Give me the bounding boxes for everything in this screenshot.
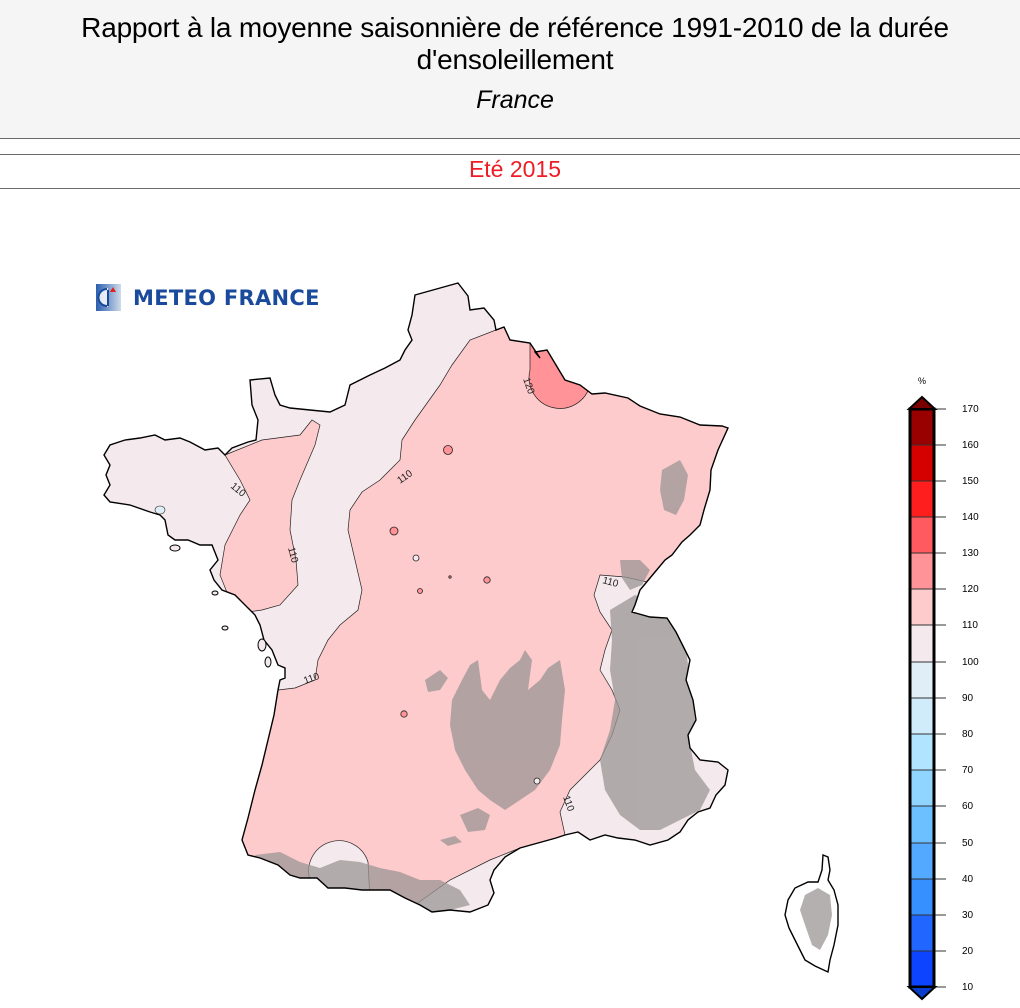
title-header [0, 0, 1020, 138]
divider [0, 188, 1020, 189]
map-title-line2: d'ensoleillement [416, 44, 614, 75]
legend-colorbar [906, 395, 946, 1001]
legend-tick: 30 [962, 910, 974, 921]
legend-tick: 120 [962, 584, 979, 595]
legend-tick: 140 [962, 512, 979, 523]
legend-tick: 110 [962, 620, 978, 631]
meteo-france-logo: METEO FRANCE [96, 284, 320, 311]
legend-tick: 50 [962, 838, 974, 849]
legend-tick: 10 [962, 982, 974, 993]
svg-text:110: 110 [560, 794, 576, 813]
legend-tick: 40 [962, 874, 974, 885]
divider [0, 138, 1020, 139]
legend-tick: 150 [962, 476, 979, 487]
svg-text:110: 110 [302, 671, 321, 687]
legend-tick: 170 [962, 404, 979, 415]
svg-text:110: 110 [285, 546, 300, 565]
legend-tick: 80 [962, 729, 974, 740]
logo-text: METEO FRANCE [133, 285, 320, 310]
legend-tick: 60 [962, 801, 974, 812]
legend-tick: 90 [962, 693, 974, 704]
period-label: Eté 2015 [468, 156, 562, 182]
legend-tick: 100 [962, 657, 979, 668]
svg-text:110: 110 [601, 575, 620, 590]
legend-tick: 20 [962, 946, 974, 957]
legend-tick: 130 [962, 548, 979, 559]
legend-tick: 160 [962, 440, 979, 451]
meteo-france-logo-icon [96, 284, 121, 311]
map-title-line1: Rapport à la moyenne saisonnière de réfé… [81, 12, 949, 43]
divider [0, 154, 1020, 155]
legend-tick: 70 [962, 765, 974, 776]
region-subtitle: France [476, 86, 554, 114]
legend-unit: % [918, 376, 927, 386]
